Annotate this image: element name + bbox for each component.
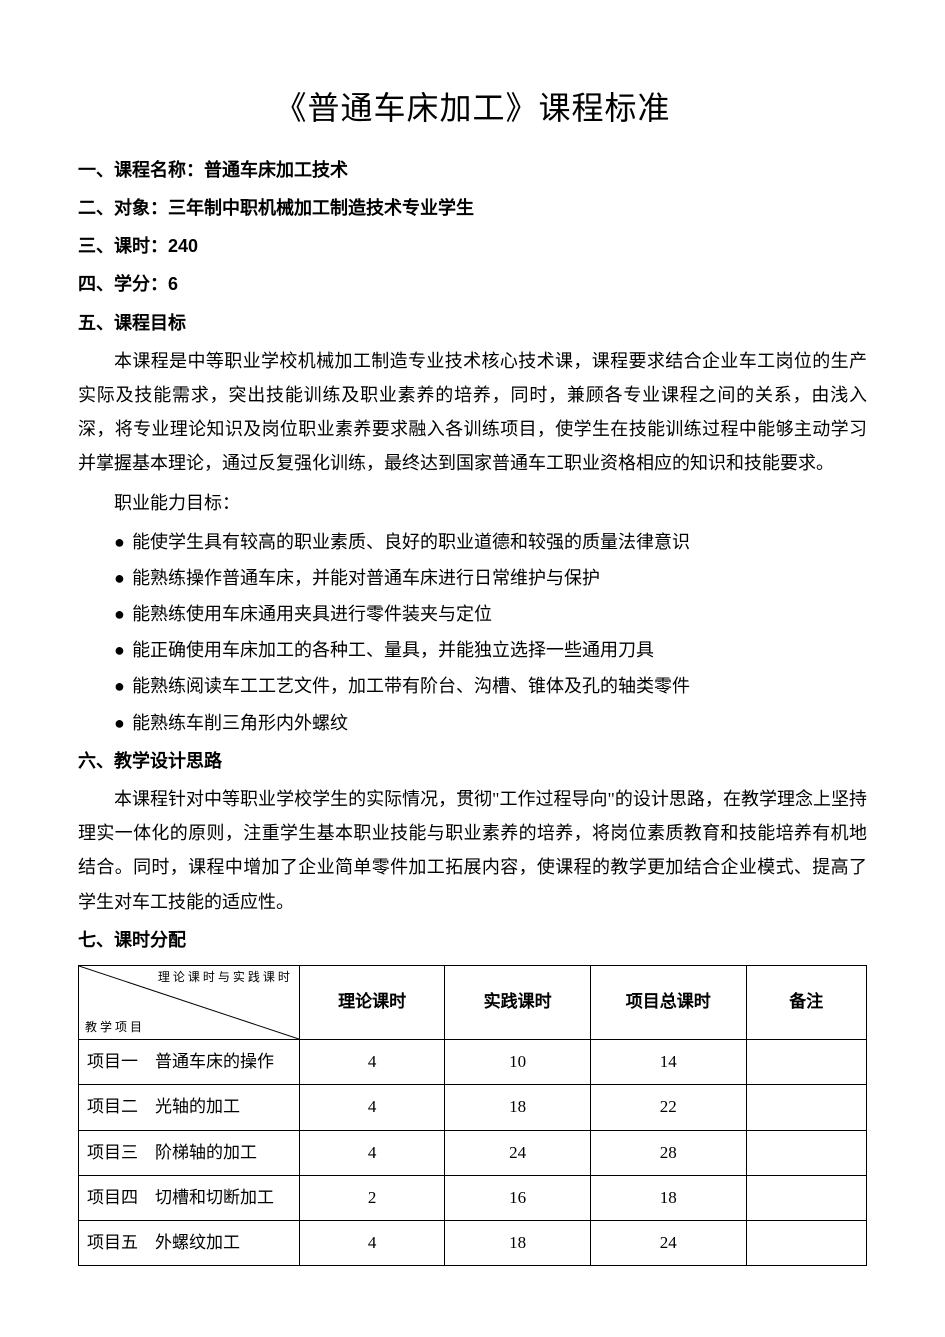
diag-header-cell: 理论课时与实践课时 教学项目 (79, 965, 300, 1039)
row-note (746, 1039, 867, 1084)
sec2-value: 三年制中职机械加工制造技术专业学生 (168, 198, 474, 218)
list-item: 能正确使用车床加工的各种工、量具，并能独立选择一些通用刀具 (78, 633, 867, 667)
table-row: 项目三 阶梯轴的加工 4 24 28 (79, 1130, 867, 1175)
design-para: 本课程针对中等职业学校学生的实际情况，贯彻"工作过程导向"的设计思路，在教学理念… (78, 782, 867, 919)
row-practice: 10 (445, 1039, 591, 1084)
sec6-label: 六、教学设计思路 (78, 751, 222, 771)
row-name: 项目二 光轴的加工 (79, 1085, 300, 1130)
row-theory: 4 (299, 1221, 445, 1266)
hours-table: 理论课时与实践课时 教学项目 理论课时 实践课时 项目总课时 备注 项目一 普通… (78, 965, 867, 1266)
table-header-row: 理论课时与实践课时 教学项目 理论课时 实践课时 项目总课时 备注 (79, 965, 867, 1039)
diag-bottom-text: 教学项目 (85, 1020, 145, 1035)
row-name: 项目五 外螺纹加工 (79, 1221, 300, 1266)
list-item: 能熟练操作普通车床，并能对普通车床进行日常维护与保护 (78, 561, 867, 595)
sec4-value: 6 (168, 274, 178, 294)
col-practice: 实践课时 (445, 965, 591, 1039)
row-name: 项目一 普通车床的操作 (79, 1039, 300, 1084)
sec-objectives-h: 五、课程目标 (78, 306, 867, 340)
sec1-value: 普通车床加工技术 (204, 160, 348, 180)
table-row: 项目四 切槽和切断加工 2 16 18 (79, 1175, 867, 1220)
table-row: 项目五 外螺纹加工 4 18 24 (79, 1221, 867, 1266)
sec4-label: 四、学分： (78, 274, 168, 294)
row-practice: 16 (445, 1175, 591, 1220)
row-practice: 24 (445, 1130, 591, 1175)
sec-allocation-h: 七、课时分配 (78, 923, 867, 957)
col-theory: 理论课时 (299, 965, 445, 1039)
row-theory: 4 (299, 1130, 445, 1175)
doc-title: 《普通车床加工》课程标准 (78, 78, 867, 139)
table-row: 项目一 普通车床的操作 4 10 14 (79, 1039, 867, 1084)
sec3-value: 240 (168, 236, 198, 256)
sec-design-h: 六、教学设计思路 (78, 744, 867, 778)
goal-subheading: 职业能力目标： (78, 486, 867, 520)
diag-top-text: 理论课时与实践课时 (158, 970, 293, 985)
col-total: 项目总课时 (590, 965, 746, 1039)
sec-target: 二、对象：三年制中职机械加工制造技术专业学生 (78, 191, 867, 225)
sec5-label: 五、课程目标 (78, 313, 186, 333)
row-theory: 4 (299, 1085, 445, 1130)
row-total: 28 (590, 1130, 746, 1175)
sec7-label: 七、课时分配 (78, 930, 186, 950)
sec-credits: 四、学分：6 (78, 267, 867, 301)
sec3-label: 三、课时： (78, 236, 168, 256)
list-item: 能熟练阅读车工工艺文件，加工带有阶台、沟槽、锥体及孔的轴类零件 (78, 669, 867, 703)
sec2-label: 二、对象： (78, 198, 168, 218)
row-practice: 18 (445, 1221, 591, 1266)
list-item: 能熟练使用车床通用夹具进行零件装夹与定位 (78, 597, 867, 631)
sec-hours: 三、课时：240 (78, 229, 867, 263)
table-row: 项目二 光轴的加工 4 18 22 (79, 1085, 867, 1130)
row-total: 22 (590, 1085, 746, 1130)
table-body: 项目一 普通车床的操作 4 10 14 项目二 光轴的加工 4 18 22 项目… (79, 1039, 867, 1265)
row-note (746, 1085, 867, 1130)
row-name: 项目四 切槽和切断加工 (79, 1175, 300, 1220)
row-total: 14 (590, 1039, 746, 1084)
sec-course-name: 一、课程名称：普通车床加工技术 (78, 153, 867, 187)
goal-list: 能使学生具有较高的职业素质、良好的职业道德和较强的质量法律意识 能熟练操作普通车… (78, 525, 867, 740)
row-note (746, 1221, 867, 1266)
row-note (746, 1175, 867, 1220)
row-total: 24 (590, 1221, 746, 1266)
sec1-label: 一、课程名称： (78, 160, 204, 180)
row-practice: 18 (445, 1085, 591, 1130)
col-note: 备注 (746, 965, 867, 1039)
row-name: 项目三 阶梯轴的加工 (79, 1130, 300, 1175)
list-item: 能熟练车削三角形内外螺纹 (78, 706, 867, 740)
list-item: 能使学生具有较高的职业素质、良好的职业道德和较强的质量法律意识 (78, 525, 867, 559)
row-note (746, 1130, 867, 1175)
row-total: 18 (590, 1175, 746, 1220)
row-theory: 2 (299, 1175, 445, 1220)
objectives-para: 本课程是中等职业学校机械加工制造专业技术核心技术课，课程要求结合企业车工岗位的生… (78, 344, 867, 481)
row-theory: 4 (299, 1039, 445, 1084)
